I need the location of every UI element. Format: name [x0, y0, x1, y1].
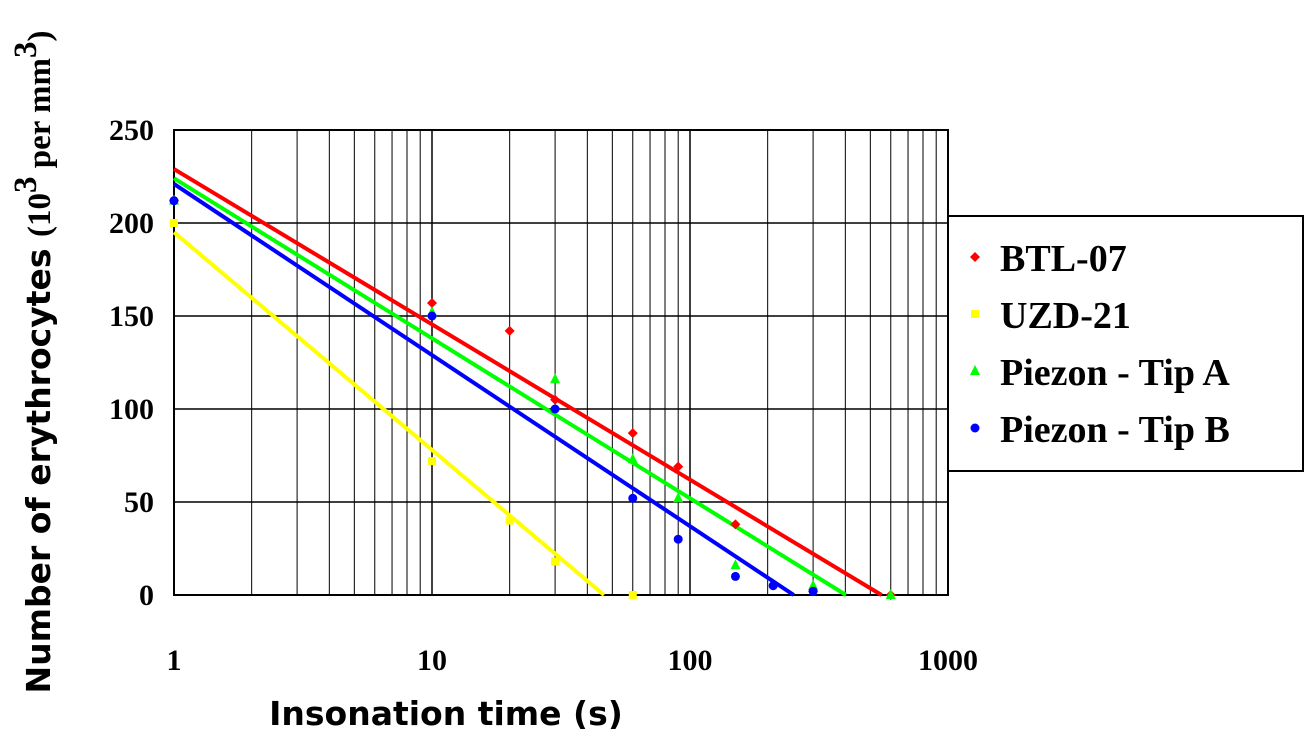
legend-label: BTL-07 [1000, 238, 1127, 280]
data-point [730, 559, 741, 570]
data-point [550, 404, 560, 414]
data-point [627, 453, 638, 464]
y-tick-label: 150 [109, 300, 154, 333]
x-axis-title: Insonation time (s) [269, 694, 623, 729]
data-point [768, 581, 778, 591]
data-point [808, 579, 819, 590]
legend-label: Piezon - Tip A [1000, 352, 1230, 394]
data-point [428, 457, 436, 466]
data-point [673, 534, 683, 544]
y-tick-labels: 0 50 100 150 200 250 [109, 114, 154, 612]
y-tick-label: 200 [109, 207, 154, 240]
data-point [505, 516, 514, 525]
y-axis-title-exp2: 3 [8, 41, 44, 58]
data-point [971, 310, 979, 318]
y-tick-label: 0 [139, 579, 154, 612]
data-point [673, 461, 684, 472]
data-point [170, 219, 178, 227]
data-point [730, 519, 741, 530]
y-tick-label: 100 [109, 393, 154, 426]
plot-area [174, 130, 948, 595]
data-point [551, 557, 560, 566]
legend-item: Piezon - Tip A [970, 352, 1230, 394]
trend-line [172, 182, 795, 597]
data-point [427, 297, 437, 308]
legend-item: BTL-07 [970, 238, 1127, 280]
trend-line [172, 230, 606, 597]
data-point [673, 492, 684, 503]
legend-item: UZD-21 [971, 295, 1131, 337]
legend-box [947, 215, 1304, 472]
data-point [885, 589, 896, 599]
y-tick-label: 50 [124, 486, 154, 519]
legend-label: Piezon - Tip B [1000, 409, 1230, 451]
x-tick-label: 1 [167, 644, 182, 677]
x-tick-labels: 1 10 100 1000 [167, 644, 979, 677]
data-point [550, 394, 561, 405]
data-point [169, 196, 179, 206]
data-point [970, 252, 980, 262]
data-point [627, 428, 638, 439]
legend: BTL-07 UZD-21 Piezon - Tip A Piezon - Tip B [947, 215, 1304, 472]
data-point [628, 591, 637, 599]
minor-gridlines [251, 130, 937, 595]
data-point [628, 493, 638, 503]
y-axis-title: Number of erythrocytes (103 per mm3) [8, 30, 58, 693]
svg-text:Number of erythrocytes (103 pe: Number of erythrocytes (103 per mm3) [8, 30, 58, 693]
x-tick-label: 100 [668, 644, 713, 677]
legend-item: Piezon - Tip B [970, 409, 1230, 451]
legend-label: UZD-21 [1000, 295, 1131, 337]
trend-line [172, 167, 883, 597]
data-markers [169, 194, 896, 600]
data-point [730, 571, 740, 581]
x-tick-label: 1000 [918, 644, 978, 677]
y-axis-title-exp: 3 [8, 177, 44, 194]
data-point [808, 586, 818, 596]
y-axis-title-unit: (10 [22, 193, 58, 237]
y-axis-title-close: ) [22, 30, 58, 41]
y-tick-label: 250 [109, 114, 154, 147]
data-point [427, 311, 437, 321]
y-axis-title-main: Number of erythrocytes [19, 237, 58, 694]
x-tick-label: 10 [417, 644, 447, 677]
y-axis-title-unit-rest: per mm [22, 58, 58, 177]
data-point [970, 365, 980, 375]
data-point [550, 373, 561, 384]
data-point [504, 325, 515, 336]
data-point [970, 423, 980, 433]
